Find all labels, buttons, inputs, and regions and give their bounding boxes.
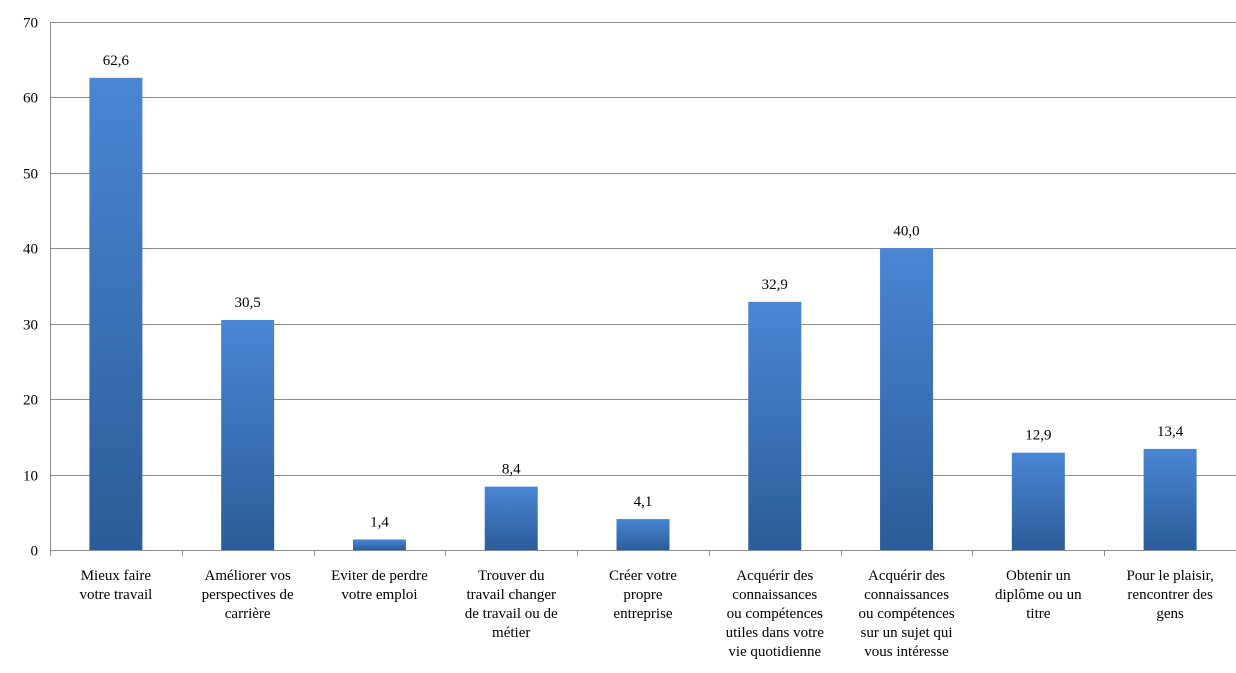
category-label: rencontrer des — [1127, 587, 1213, 603]
category-label: titre — [1026, 606, 1050, 622]
category-label: métier — [492, 625, 530, 641]
y-tick-label: 0 — [31, 544, 39, 560]
data-label: 4,1 — [634, 494, 653, 510]
data-label: 1,4 — [370, 514, 389, 530]
data-label: 30,5 — [235, 295, 261, 311]
category-label: votre travail — [79, 587, 152, 603]
y-tick-label: 40 — [23, 242, 38, 258]
axes — [50, 22, 1236, 556]
y-tick-label: 20 — [23, 393, 38, 409]
y-tick-label: 70 — [23, 16, 38, 32]
category-label: vous intéresse — [864, 644, 949, 660]
category-labels: Mieux faire votre travail Améliorer vos per… — [79, 568, 1213, 660]
bar — [616, 519, 670, 550]
bar — [1143, 448, 1197, 550]
y-axis-tick-labels: 0 10 20 30 40 50 60 70 — [23, 16, 38, 560]
bar — [484, 486, 538, 550]
bar — [748, 301, 802, 550]
category-label: connaissances — [864, 587, 949, 603]
category-label: Obtenir un — [1006, 568, 1071, 584]
data-label: 13,4 — [1157, 424, 1184, 440]
y-tick-label: 10 — [23, 469, 38, 485]
category-label: entreprise — [613, 606, 672, 622]
bars — [89, 77, 1197, 551]
category-label: Eviter de perdre — [331, 568, 428, 584]
category-label: votre emploi — [341, 587, 417, 603]
category-label: Acquérir des — [736, 568, 813, 584]
data-label: 12,9 — [1025, 428, 1051, 444]
data-label: 32,9 — [762, 277, 788, 293]
category-label: Améliorer vos — [205, 568, 291, 584]
bar — [880, 248, 934, 551]
category-label: Acquérir des — [868, 568, 945, 584]
bar — [1011, 452, 1065, 550]
category-label: sur un sujet qui — [861, 625, 953, 641]
data-labels: 62,6 30,5 1,4 8,4 4,1 32,9 40,0 12,9 13,4 — [103, 53, 1184, 531]
category-label: Créer votre — [609, 568, 677, 584]
category-label: Trouver du — [478, 568, 545, 584]
data-label: 40,0 — [893, 223, 919, 239]
category-label: diplôme ou un — [995, 587, 1082, 603]
category-label: propre — [623, 587, 662, 603]
y-tick-label: 30 — [23, 318, 38, 334]
data-label: 62,6 — [103, 53, 130, 69]
category-label: Mieux faire — [81, 568, 152, 584]
category-label: utiles dans votre — [726, 625, 825, 641]
category-label: perspectives de — [202, 587, 294, 603]
category-label: gens — [1156, 606, 1184, 622]
category-label: carrière — [225, 606, 271, 622]
category-label: vie quotidienne — [728, 644, 821, 660]
category-label: Pour le plaisir, — [1126, 568, 1213, 584]
category-label: de travail ou de — [465, 606, 558, 622]
bar — [89, 77, 143, 551]
category-label: ou compétences — [727, 606, 823, 622]
category-label: ou compétences — [858, 606, 954, 622]
category-label: connaissances — [732, 587, 817, 603]
data-label: 8,4 — [502, 462, 521, 478]
y-tick-label: 60 — [23, 91, 38, 107]
bar — [221, 319, 275, 550]
y-tick-label: 50 — [23, 167, 38, 183]
bar — [352, 539, 406, 550]
category-label: travail changer — [466, 587, 556, 603]
